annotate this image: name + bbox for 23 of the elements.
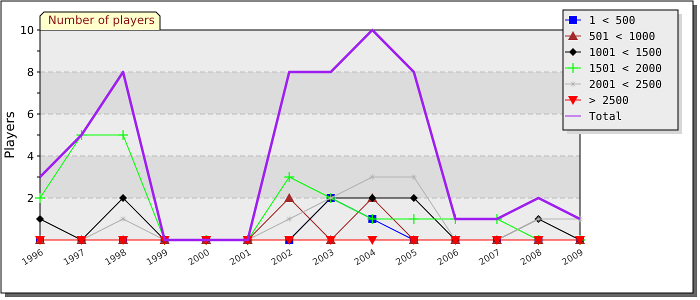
legend-label: 1 < 500 xyxy=(589,14,636,27)
y-tick-label: 2 xyxy=(27,192,34,205)
legend-label: > 2500 xyxy=(589,94,629,107)
y-tick-label: 10 xyxy=(20,24,34,37)
point xyxy=(408,214,419,224)
chart-title: Number of players xyxy=(48,13,155,27)
legend-label: 1501 < 2000 xyxy=(589,62,662,75)
point xyxy=(367,236,378,245)
legend-label: 501 < 1000 xyxy=(589,30,656,43)
legend-label: 1001 < 1500 xyxy=(589,46,662,59)
legend-label: 2001 < 2500 xyxy=(589,78,662,91)
legend-label: Total xyxy=(589,110,622,123)
point xyxy=(410,194,418,202)
y-axis-title: Players xyxy=(3,111,18,159)
y-tick-label: 8 xyxy=(27,66,34,79)
point xyxy=(119,215,128,223)
point xyxy=(284,172,294,182)
y-tick-label: 6 xyxy=(27,108,34,121)
y-tick-label: 4 xyxy=(27,150,34,163)
point xyxy=(36,215,44,223)
point xyxy=(285,215,294,223)
point xyxy=(119,194,128,202)
point xyxy=(284,193,294,202)
